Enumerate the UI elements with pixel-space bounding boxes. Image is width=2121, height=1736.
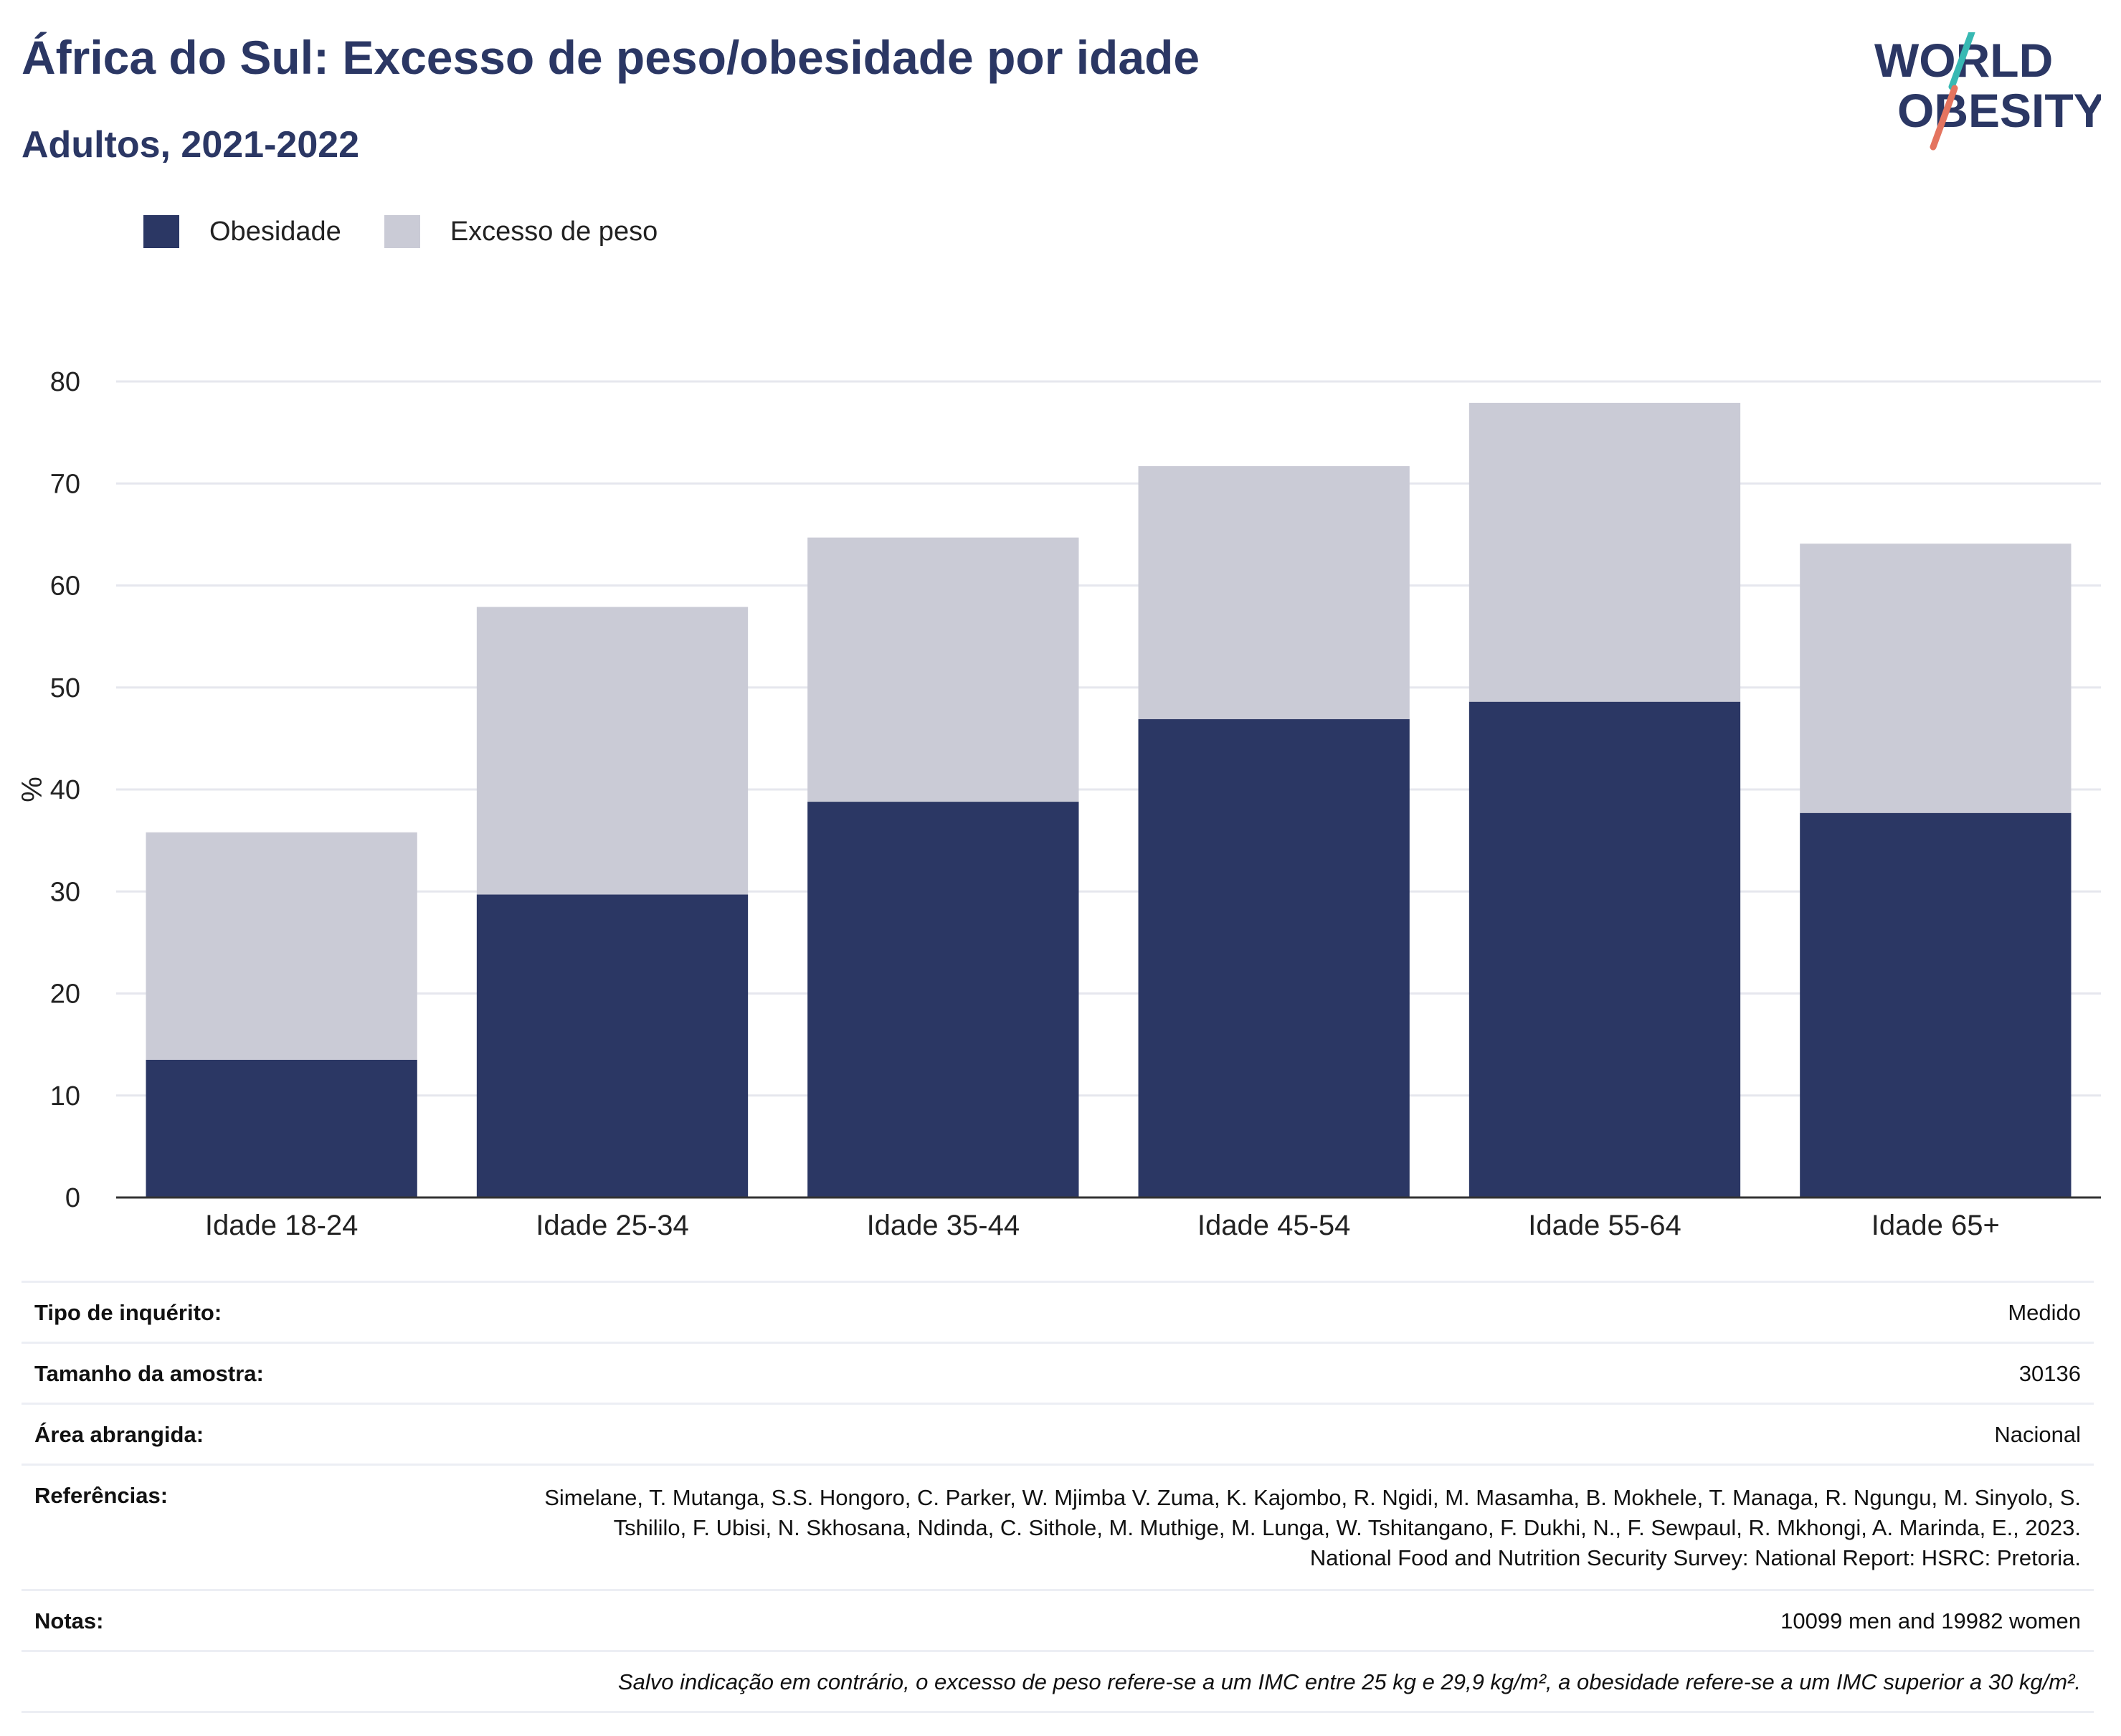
meta-label: Área abrangida:	[34, 1422, 204, 1447]
bar-obesidade	[1138, 718, 1410, 1197]
page-title: África do Sul: Excesso de peso/obesidade…	[22, 31, 1200, 84]
x-tick-label: Idade 35-44	[867, 1210, 1020, 1241]
x-tick-label: Idade 55-64	[1528, 1210, 1681, 1241]
meta-value: Nacional	[1994, 1422, 2081, 1447]
legend-swatch-excesso-de-peso	[384, 215, 420, 248]
page-subtitle: Adultos, 2021-2022	[22, 124, 360, 166]
bar-excesso-de-peso	[476, 607, 749, 895]
y-tick-label: 20	[50, 980, 80, 1010]
logo-slash-top	[1948, 32, 1975, 90]
x-tick-label: Idade 65+	[1871, 1210, 2000, 1241]
meta-value: Medido	[2008, 1300, 2081, 1325]
meta-row-references: Referências: Simelane, T. Mutanga, S.S. …	[22, 1464, 2094, 1589]
bar-obesidade	[807, 802, 1079, 1197]
meta-row-sample-size: Tamanho da amostra: 30136	[22, 1342, 2094, 1403]
bar-excesso-de-peso	[1468, 402, 1741, 702]
metadata-table: Tipo de inquérito: Medido Tamanho da amo…	[22, 1281, 2094, 1713]
y-tick-label: 50	[50, 673, 80, 703]
stacked-bar-chart: 0 10 20 30 40 50 60 70 80% Idade 18-24 Idade 25-34…	[16, 367, 2101, 1241]
meta-row-survey-type: Tipo de inquérito: Medido	[22, 1281, 2094, 1342]
x-tick-label: Idade 45-54	[1197, 1210, 1351, 1241]
meta-label: Tamanho da amostra:	[34, 1361, 264, 1386]
y-tick-label: 70	[50, 469, 80, 499]
bar-obesidade	[1468, 701, 1741, 1197]
logo-line2: OBESITY	[1897, 84, 2101, 137]
y-tick-label: 0	[65, 1183, 80, 1213]
y-tick-label: 80	[50, 367, 80, 397]
legend-swatch-obesidade	[143, 215, 179, 248]
legend-label-obesidade: Obesidade	[209, 216, 341, 247]
y-tick-label: 30	[50, 877, 80, 907]
bar-obesidade	[146, 1059, 417, 1197]
bar-obesidade	[1800, 812, 2072, 1197]
meta-value: Simelane, T. Mutanga, S.S. Hongoro, C. P…	[544, 1485, 2081, 1570]
y-tick-label: 10	[50, 1081, 80, 1111]
world-obesity-logo: WORLD OBESITY	[1874, 32, 2101, 151]
meta-label: Notas:	[34, 1608, 104, 1633]
bar-excesso-de-peso	[1800, 544, 2072, 813]
meta-label: Referências:	[34, 1483, 169, 1508]
meta-row-notes: Notas: 10099 men and 19982 women	[22, 1589, 2094, 1650]
legend-label-excesso-de-peso: Excesso de peso	[450, 216, 658, 247]
meta-footnote: Salvo indicação em contrário, o excesso …	[22, 1650, 2094, 1713]
bar-excesso-de-peso	[146, 832, 417, 1060]
footnote-text: Salvo indicação em contrário, o excesso …	[617, 1669, 2081, 1694]
y-tick-label: 40	[50, 775, 80, 805]
legend-item-obesidade: Obesidade	[143, 215, 341, 248]
bar-excesso-de-peso	[807, 537, 1079, 802]
logo-slash-bottom	[1930, 85, 1958, 151]
meta-value: 30136	[2018, 1361, 2081, 1386]
chart-legend: Obesidade Excesso de peso	[143, 214, 701, 250]
legend-item-excesso-de-peso: Excesso de peso	[384, 215, 658, 248]
meta-label: Tipo de inquérito:	[34, 1300, 222, 1325]
y-tick-label: 60	[50, 571, 80, 602]
meta-row-area: Área abrangida: Nacional	[22, 1403, 2094, 1464]
meta-value: 10099 men and 19982 women	[1780, 1608, 2081, 1633]
x-tick-label: Idade 18-24	[205, 1210, 359, 1241]
bar-obesidade	[476, 894, 749, 1197]
bar-excesso-de-peso	[1138, 466, 1410, 719]
x-tick-label: Idade 25-34	[536, 1210, 689, 1241]
y-axis-label: %	[16, 777, 48, 802]
